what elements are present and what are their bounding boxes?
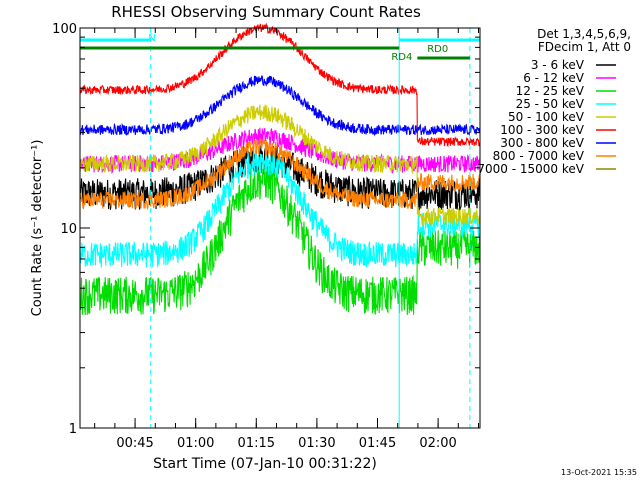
status-bar-label-n: N: [148, 33, 155, 44]
marker-layer: N RD0 RD4: [80, 28, 480, 428]
legend-label-2: 12 - 25 keV: [516, 84, 585, 98]
legend-header-line-1: Det 1,3,4,5,6,9,: [537, 27, 631, 41]
legend-label-6: 300 - 800 keV: [500, 136, 584, 150]
series-line-5: [79, 22, 481, 147]
chart-title: RHESSI Observing Summary Count Rates: [111, 3, 421, 21]
x-tick-label-2: 01:15: [238, 436, 275, 451]
series-layer: [79, 22, 481, 316]
x-tick-label-1: 01:00: [177, 436, 214, 451]
series-line-7: [79, 138, 481, 211]
axis-layer: 1 10 100 00:45 01:00 01:15 01:30 01:45 02:00: [52, 22, 480, 451]
legend-label-0: 3 - 6 keV: [531, 58, 585, 72]
x-axis-title: Start Time (07-Jan-10 00:31:22): [153, 456, 377, 472]
legend-header-line-2: FDecim 1, Att 0: [538, 40, 631, 54]
series-line-2: [79, 162, 481, 316]
status-bar-label-rd0: RD0: [427, 44, 448, 55]
legend-label-5: 100 - 300 keV: [500, 123, 584, 137]
x-tick-label-3: 01:30: [298, 436, 335, 451]
footer-date: 13-Oct-2021 15:35: [561, 468, 637, 477]
legend-label-3: 25 - 50 keV: [516, 97, 585, 111]
series-line-3: [79, 149, 481, 268]
x-tick-label-0: 00:45: [116, 436, 153, 451]
legend-label-8: 7000 - 15000 keV: [477, 162, 584, 176]
legend: Det 1,3,4,5,6,9, FDecim 1, Att 0 3 - 6 k…: [477, 27, 631, 176]
y-tick-label-2: 100: [52, 22, 77, 37]
y-tick-label-1: 10: [60, 222, 77, 237]
y-tick-label-0: 1: [69, 422, 77, 437]
x-tick-label-4: 01:45: [359, 436, 396, 451]
series-line-4: [79, 104, 481, 226]
legend-label-1: 6 - 12 keV: [523, 71, 585, 85]
x-tick-label-5: 02:00: [419, 436, 456, 451]
legend-label-7: 800 - 7000 keV: [493, 149, 585, 163]
legend-label-4: 50 - 100 keV: [508, 110, 585, 124]
status-bar-label-rd4: RD4: [391, 52, 412, 63]
y-axis-title: Count Rate (s⁻¹ detector⁻¹): [30, 140, 45, 317]
series-line-6: [79, 75, 481, 137]
